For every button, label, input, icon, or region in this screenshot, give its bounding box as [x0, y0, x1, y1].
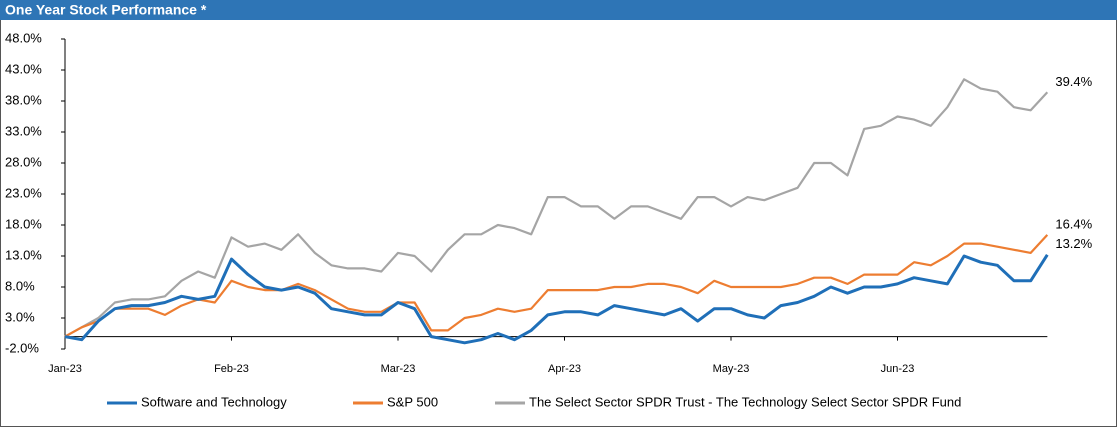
series-line: [64, 253, 1049, 345]
y-tick-label: 43.0%: [5, 61, 42, 76]
end-label: 16.4%: [1055, 216, 1092, 231]
y-tick-label: 48.0%: [5, 30, 42, 45]
y-tick-label: 33.0%: [5, 123, 42, 138]
x-tick-label: Feb-23: [214, 363, 249, 375]
end-label: 13.2%: [1055, 236, 1092, 251]
y-tick-label: 28.0%: [5, 154, 42, 169]
x-tick-label: Apr-23: [548, 363, 581, 375]
x-tick-label: May-23: [713, 363, 750, 375]
y-tick-label: 8.0%: [5, 278, 35, 293]
header-bar: [0, 0, 1117, 20]
legend-label: Software and Technology: [141, 394, 287, 409]
legend-label: S&P 500: [387, 394, 438, 409]
x-tick-label: Mar-23: [381, 363, 416, 375]
y-tick-label: 38.0%: [5, 92, 42, 107]
legend-label: The Select Sector SPDR Trust - The Techn…: [529, 394, 961, 409]
y-tick-label: 23.0%: [5, 185, 42, 200]
chart-title: One Year Stock Performance *: [5, 2, 207, 18]
x-tick-label: Jan-23: [48, 363, 82, 375]
series-line: [64, 234, 1049, 338]
y-tick-label: -2.0%: [5, 340, 39, 355]
end-label: 39.4%: [1055, 74, 1092, 89]
series-line: [64, 78, 1049, 338]
x-tick-label: Jun-23: [881, 363, 915, 375]
y-tick-label: 3.0%: [5, 309, 35, 324]
y-tick-label: 18.0%: [5, 216, 42, 231]
y-tick-label: 13.0%: [5, 247, 42, 262]
